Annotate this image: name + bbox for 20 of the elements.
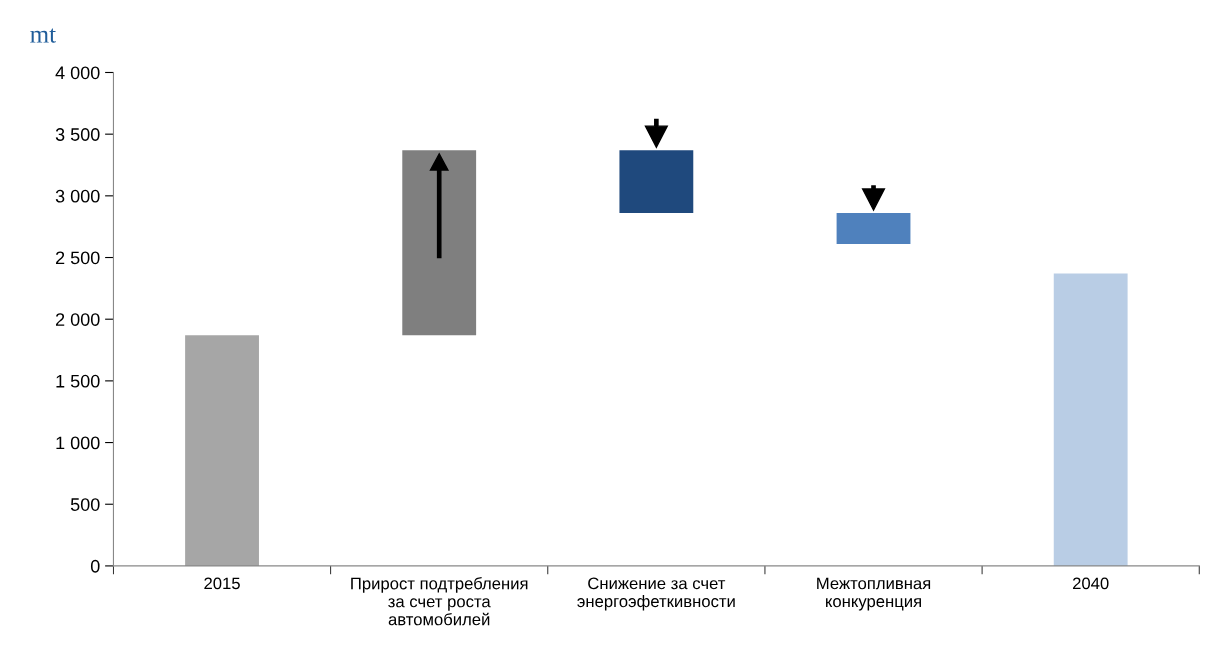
y-tick-label: 3 500 <box>55 128 100 141</box>
y-tick-label: 2 500 <box>56 251 100 265</box>
bar <box>1053 273 1128 566</box>
y-tick-label: 4 000 <box>55 66 100 80</box>
y-tick-label: 1 000 <box>56 436 100 450</box>
bar <box>185 335 259 566</box>
x-tick-label: Прирост подтребления за счет роста автомобилей <box>351 577 528 626</box>
y-tick-label: 500 <box>70 498 100 511</box>
y-tick-label: 1 500 <box>56 374 100 388</box>
x-tick-label: 2015 <box>204 577 240 590</box>
x-tick-label: Снижение за счет энергоэфеткивности <box>577 577 735 611</box>
y-tick-label: 0 <box>90 559 100 573</box>
bar <box>619 150 694 214</box>
x-tick-label: 2040 <box>1072 577 1109 590</box>
y-tick-label: 2 000 <box>56 313 100 326</box>
y-axis-title: mt <box>30 28 56 43</box>
y-tick-label: 3 000 <box>55 189 100 203</box>
bar <box>402 150 477 336</box>
x-tick-label: Межтопливная конкуренция <box>817 577 931 611</box>
bar <box>836 213 911 244</box>
